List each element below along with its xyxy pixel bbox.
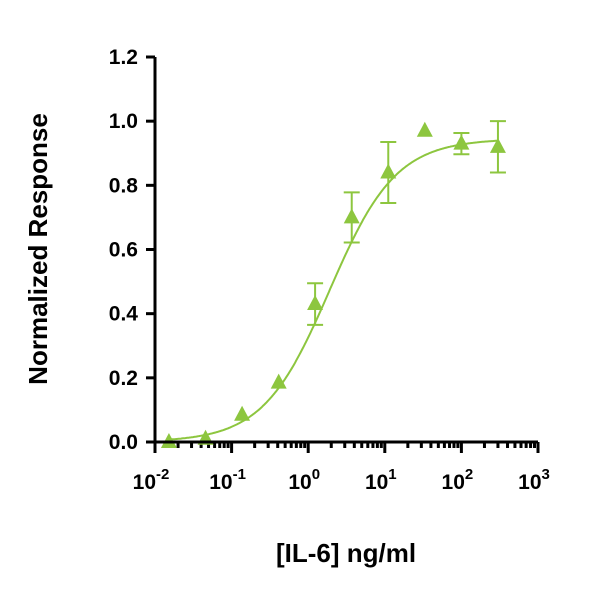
y-axis-title: Normalized Response [23, 113, 53, 385]
y-tick-label: 1.0 [109, 110, 138, 133]
data-point [343, 208, 360, 224]
y-tick-label: 0.6 [109, 239, 138, 262]
data-markers [160, 121, 506, 448]
x-axis-ticks: 10-2 10-1 100 101 102 103 [133, 442, 550, 494]
x-tick-label: 10-1 [209, 466, 246, 494]
y-axis-ticks: 0.0 0.2 0.4 0.6 0.8 1.0 1.2 [109, 46, 155, 454]
x-axis-title: [IL-6] ng/ml [276, 538, 416, 568]
data-point [234, 405, 251, 421]
x-tick-label: 102 [442, 466, 474, 494]
fit-curve [168, 139, 498, 441]
x-tick-label: 10-2 [133, 466, 170, 494]
data-point [270, 373, 287, 389]
x-tick-label: 101 [365, 466, 397, 494]
error-bars [307, 120, 506, 326]
data-point [453, 134, 470, 150]
y-tick-label: 0.2 [109, 367, 138, 390]
data-point [416, 121, 433, 137]
y-tick-label: 0.8 [109, 174, 139, 197]
x-tick-label: 103 [518, 466, 550, 494]
x-tick-label: 100 [288, 466, 320, 494]
y-tick-label: 0.0 [109, 431, 138, 454]
data-point [380, 163, 397, 179]
data-point [489, 137, 506, 153]
data-point [307, 295, 324, 311]
y-tick-label: 1.2 [109, 46, 138, 69]
y-tick-label: 0.4 [109, 303, 139, 326]
